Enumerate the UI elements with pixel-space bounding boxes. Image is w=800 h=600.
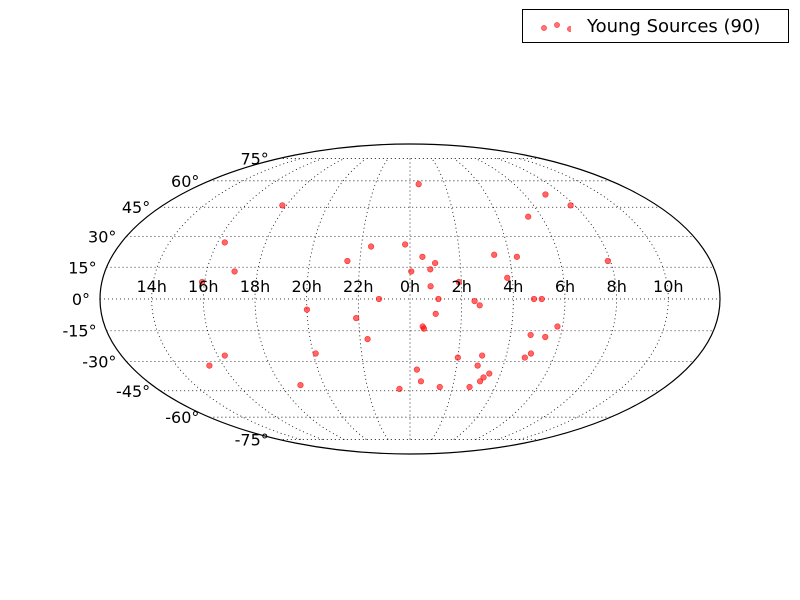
data-point <box>476 302 483 309</box>
dec-tick-label: 75° <box>240 150 268 169</box>
data-point <box>530 295 538 303</box>
data-point <box>538 295 545 303</box>
grid-meridian <box>357 158 389 440</box>
ra-tick-label: 18h <box>240 277 271 296</box>
data-point <box>480 374 487 381</box>
data-point <box>527 350 535 357</box>
data-point <box>479 352 486 359</box>
ra-tick-labels: 14h 16h 18h 20h 22h 0h 2h 4h 6h 8h 10h <box>136 277 683 296</box>
data-point <box>542 333 549 341</box>
data-point <box>344 257 351 265</box>
data-point <box>402 241 409 248</box>
grid-meridian <box>497 158 618 440</box>
data-point <box>427 283 434 290</box>
dec-tick-label: -45° <box>116 382 150 401</box>
data-point <box>368 243 375 250</box>
ra-tick-label: 20h <box>291 277 322 296</box>
dec-tick-label: -75° <box>235 430 269 449</box>
data-point <box>419 253 426 260</box>
data-point <box>231 268 238 275</box>
ra-tick-label: 10h <box>653 277 684 296</box>
data-point <box>476 378 484 385</box>
data-point <box>486 370 493 377</box>
data-point <box>312 350 319 357</box>
data-point <box>279 202 286 209</box>
data-point <box>525 213 532 220</box>
ra-tick-label: 8h <box>607 277 627 296</box>
ra-tick-label: 6h <box>555 277 575 296</box>
dec-tick-label: -60° <box>165 408 199 427</box>
data-point <box>375 295 383 303</box>
dec-tick-label: 15° <box>68 258 96 277</box>
data-point <box>521 354 528 361</box>
data-point <box>436 383 443 391</box>
ra-tick-label: 4h <box>503 277 523 296</box>
data-point <box>427 266 434 273</box>
data-point <box>297 382 304 389</box>
data-point <box>435 295 442 303</box>
grid-meridian <box>202 158 323 440</box>
legend-label: Young Sources (90) <box>587 16 761 37</box>
data-point <box>396 385 403 393</box>
data-point <box>454 354 461 361</box>
data-point <box>206 362 213 369</box>
data-point <box>504 274 511 281</box>
data-point <box>221 352 228 359</box>
dec-tick-label: -15° <box>62 322 96 341</box>
data-point <box>604 257 611 265</box>
data-point <box>491 251 498 258</box>
data-point <box>198 278 206 286</box>
legend-marker-icon <box>541 22 571 32</box>
data-point <box>567 202 574 209</box>
projection-boundary <box>99 143 721 455</box>
data-points <box>198 181 611 393</box>
data-point <box>415 181 422 188</box>
data-point <box>471 298 478 305</box>
dec-tick-label: -30° <box>82 353 116 372</box>
legend: Young Sources (90) <box>522 9 789 43</box>
data-point <box>554 323 561 330</box>
ra-tick-label: 2h <box>452 277 472 296</box>
data-point <box>364 335 371 343</box>
data-point <box>408 268 415 275</box>
data-point <box>420 325 428 332</box>
graticule <box>100 158 720 440</box>
dec-tick-label: 45° <box>122 198 150 217</box>
data-point <box>432 310 439 317</box>
data-point <box>221 239 228 246</box>
data-point <box>413 366 421 373</box>
data-point <box>527 331 534 339</box>
data-point <box>303 306 311 313</box>
dec-tick-labels: 75° 60° 45° 30° 15° 0° -15° -30°-45° -60° -75° <box>62 150 268 450</box>
data-point <box>432 259 439 267</box>
grid-meridian <box>151 158 301 440</box>
data-point <box>542 191 549 198</box>
ra-tick-label: 16h <box>188 277 219 296</box>
data-point <box>353 314 360 322</box>
ra-tick-label: 0h <box>400 277 420 296</box>
ra-tick-label: 22h <box>343 277 374 296</box>
data-point <box>417 378 425 385</box>
dec-tick-label: 0° <box>72 290 90 309</box>
dec-tick-label: 60° <box>171 172 199 191</box>
data-point <box>474 362 481 369</box>
data-point <box>513 253 520 260</box>
data-point <box>466 383 473 391</box>
data-point <box>455 278 462 286</box>
dec-tick-label: 30° <box>88 227 116 246</box>
ra-tick-label: 14h <box>136 277 167 296</box>
